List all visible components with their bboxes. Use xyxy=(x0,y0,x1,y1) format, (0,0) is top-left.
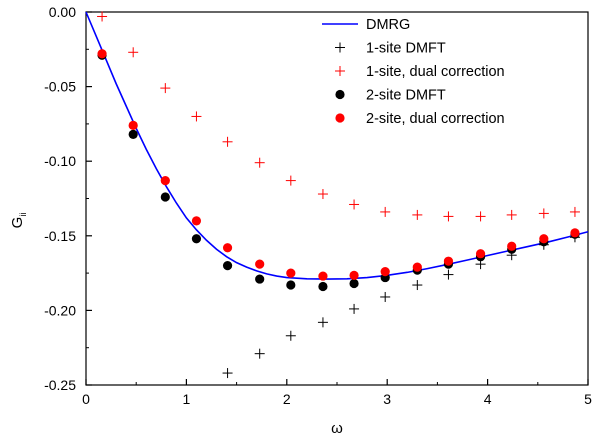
data-point xyxy=(128,47,139,58)
x-tick-label: 5 xyxy=(584,391,592,407)
data-point xyxy=(160,83,171,94)
data-point xyxy=(380,206,391,217)
data-point xyxy=(222,261,233,271)
legend: DMRG 1-site DMFT 1-site, dual correction 2-… xyxy=(322,17,505,127)
data-point xyxy=(222,368,233,379)
data-point xyxy=(380,267,390,277)
data-point xyxy=(412,280,423,291)
data-point xyxy=(349,199,360,210)
data-point xyxy=(128,129,138,139)
y-tick-label: -0.25 xyxy=(44,377,76,393)
legend-marker-swatch xyxy=(335,89,345,100)
legend-label: 2-site DMFT xyxy=(366,88,446,104)
legend-marker-swatch xyxy=(335,42,345,53)
data-point xyxy=(349,303,360,314)
series-layer xyxy=(85,11,589,379)
data-point xyxy=(286,268,296,278)
data-point xyxy=(317,317,328,328)
data-point xyxy=(412,209,423,220)
data-point xyxy=(412,262,422,272)
data-point xyxy=(539,234,549,244)
data-point xyxy=(285,330,296,341)
data-point xyxy=(255,274,265,284)
data-point xyxy=(222,243,233,253)
data-point xyxy=(317,189,328,200)
y-tick-label: -0.05 xyxy=(44,79,76,95)
y-tick-label: -0.15 xyxy=(44,228,76,244)
data-point xyxy=(570,228,580,238)
x-tick-label: 0 xyxy=(82,391,90,407)
legend-marker-swatch xyxy=(335,66,345,76)
y-axis: 0.00 -0.05 -0.10 -0.15 -0.20 -0.25 xyxy=(44,4,92,393)
y-axis-label-main: G xyxy=(9,217,26,229)
data-point xyxy=(222,136,233,147)
data-point xyxy=(160,192,170,202)
data-point xyxy=(191,216,202,226)
legend-item-4: 2-site, dual correction xyxy=(335,111,505,127)
data-point xyxy=(443,256,454,266)
series-1 xyxy=(222,232,580,379)
legend-item-2: 1-site, dual correction xyxy=(335,64,505,80)
data-point xyxy=(160,175,170,186)
data-point xyxy=(285,175,296,186)
y-tick-label: -0.10 xyxy=(44,153,76,169)
legend-label: 1-site DMFT xyxy=(366,41,446,57)
data-point xyxy=(128,120,138,130)
legend-label: 2-site, dual correction xyxy=(366,111,505,127)
data-point xyxy=(286,280,296,290)
legend-label: DMRG xyxy=(366,17,410,33)
data-point xyxy=(538,208,549,219)
y-axis-label: Gii xyxy=(9,213,28,229)
data-point xyxy=(254,348,265,359)
legend-label: 1-site, dual correction xyxy=(366,64,505,80)
series-2 xyxy=(97,11,580,222)
data-point xyxy=(255,259,265,269)
data-point xyxy=(475,249,486,259)
x-tick-label: 1 xyxy=(183,391,191,407)
x-axis-label: ω xyxy=(331,420,343,437)
data-point xyxy=(191,111,202,122)
y-tick-label: -0.20 xyxy=(44,302,76,318)
data-point xyxy=(254,157,265,168)
data-point xyxy=(349,270,359,280)
series-line xyxy=(85,11,589,280)
data-point xyxy=(506,209,517,220)
legend-item-1: 1-site DMFT xyxy=(335,41,446,57)
data-point xyxy=(443,211,454,222)
x-tick-label: 3 xyxy=(383,391,391,407)
data-point xyxy=(507,241,517,251)
data-point xyxy=(97,49,107,59)
y-axis-label-subscript: ii xyxy=(18,213,28,217)
data-point xyxy=(380,291,391,302)
data-point xyxy=(318,281,328,292)
data-point xyxy=(569,206,580,217)
x-tick-label: 4 xyxy=(484,391,492,407)
data-point xyxy=(318,271,328,281)
data-point xyxy=(191,234,202,244)
legend-item-3: 2-site DMFT xyxy=(335,88,446,104)
legend-marker-swatch xyxy=(335,113,345,123)
series-0 xyxy=(85,11,589,280)
data-point xyxy=(97,11,108,22)
data-point xyxy=(443,269,454,280)
series-4 xyxy=(97,49,580,281)
x-tick-label: 2 xyxy=(283,391,291,407)
y-tick-label: 0.00 xyxy=(49,4,76,20)
legend-item-0: DMRG xyxy=(322,17,410,33)
x-axis: 0 1 2 3 4 5 xyxy=(82,379,592,407)
data-point xyxy=(349,278,359,289)
data-point xyxy=(475,211,486,222)
